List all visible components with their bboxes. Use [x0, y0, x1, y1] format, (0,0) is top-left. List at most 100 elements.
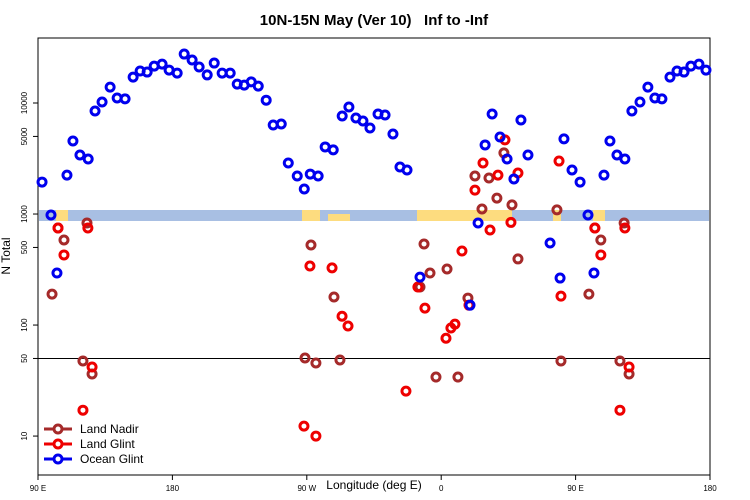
point	[51, 267, 63, 279]
point	[595, 249, 607, 261]
point	[89, 105, 101, 117]
band-land	[328, 214, 350, 221]
point	[554, 272, 566, 284]
point	[400, 385, 412, 397]
point	[310, 430, 322, 442]
legend-marker	[52, 438, 64, 450]
point	[479, 139, 491, 151]
x-tick-label: 180	[166, 484, 180, 493]
point	[476, 203, 488, 215]
point	[58, 234, 70, 246]
point	[656, 93, 668, 105]
point	[327, 144, 339, 156]
legend-label: Land Glint	[80, 437, 135, 451]
point	[598, 169, 610, 181]
point	[452, 371, 464, 383]
point	[678, 66, 690, 78]
point	[515, 114, 527, 126]
point	[291, 170, 303, 182]
x-tick-label: 180	[703, 484, 717, 493]
point	[614, 355, 626, 367]
point	[275, 118, 287, 130]
point	[193, 61, 205, 73]
point	[127, 71, 139, 83]
y-tick-label: 50	[20, 353, 29, 362]
point	[224, 67, 236, 79]
y-tick-label: 500	[20, 240, 29, 254]
point	[299, 352, 311, 364]
point	[326, 262, 338, 274]
point	[186, 54, 198, 66]
x-tick-label: 90 E	[567, 484, 583, 493]
point	[342, 320, 354, 332]
point	[551, 204, 563, 216]
point	[634, 96, 646, 108]
point	[328, 291, 340, 303]
point	[298, 183, 310, 195]
x-tick-label: 0	[439, 484, 444, 493]
point	[357, 115, 369, 127]
point	[553, 155, 565, 167]
point	[74, 149, 86, 161]
legend-label: Ocean Glint	[80, 452, 144, 466]
point	[77, 355, 89, 367]
point	[555, 290, 567, 302]
y-tick-label: 5000	[20, 127, 29, 145]
point	[414, 271, 426, 283]
land-mask-band	[39, 210, 709, 221]
point	[304, 260, 316, 272]
point	[336, 310, 348, 322]
point	[424, 267, 436, 279]
point	[544, 237, 556, 249]
band-land	[56, 210, 68, 221]
point	[52, 222, 64, 234]
point	[282, 157, 294, 169]
point	[156, 58, 168, 70]
point	[387, 128, 399, 140]
point	[505, 216, 517, 228]
point	[171, 67, 183, 79]
y-tick-label: 10	[20, 431, 29, 440]
point	[472, 217, 484, 229]
y-tick-label: 10000	[20, 91, 29, 114]
point	[512, 253, 524, 265]
point	[664, 71, 676, 83]
point	[67, 135, 79, 147]
point	[469, 184, 481, 196]
y-tick-label: 100	[20, 318, 29, 332]
point	[260, 94, 272, 106]
point	[582, 209, 594, 221]
x-axis-label: Longitude (deg E)	[326, 478, 421, 492]
point	[364, 122, 376, 134]
legend-marker	[52, 453, 64, 465]
point	[401, 164, 413, 176]
point	[589, 222, 601, 234]
band	[39, 210, 709, 221]
point	[305, 239, 317, 251]
band-land	[553, 210, 561, 221]
point	[469, 170, 481, 182]
point	[611, 149, 623, 161]
point	[626, 105, 638, 117]
point	[208, 57, 220, 69]
point	[81, 217, 93, 229]
point	[506, 199, 518, 211]
legend-marker	[52, 423, 64, 435]
point	[310, 357, 322, 369]
y-axis-label: N Total	[0, 237, 13, 274]
point	[379, 109, 391, 121]
point	[334, 354, 346, 366]
point	[642, 81, 654, 93]
point	[494, 131, 506, 143]
point	[449, 318, 461, 330]
point	[555, 355, 567, 367]
point	[595, 234, 607, 246]
point	[201, 69, 213, 81]
point	[82, 153, 94, 165]
point	[484, 224, 496, 236]
point	[119, 93, 131, 105]
point	[440, 332, 452, 344]
point	[46, 288, 58, 300]
point	[82, 222, 94, 234]
